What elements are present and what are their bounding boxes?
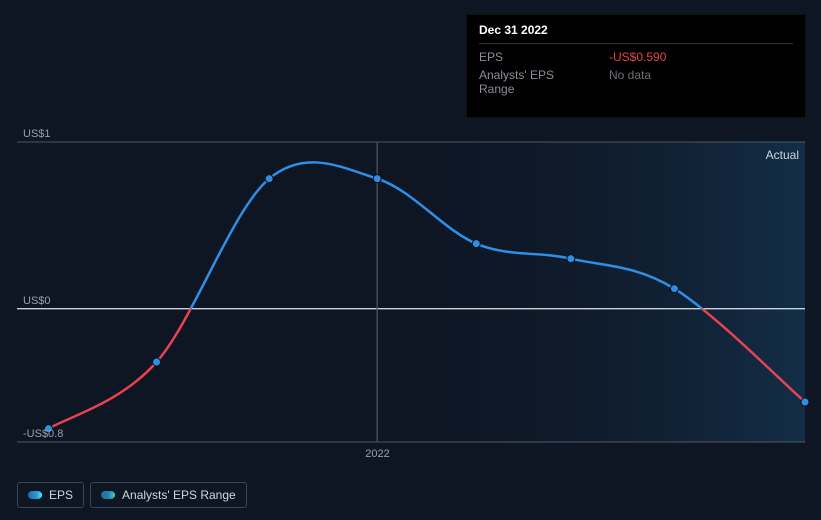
y-tick-label: -US$0.8 — [23, 428, 63, 440]
tooltip-row-label: EPS — [479, 50, 591, 64]
chart-tooltip: Dec 31 2022 EPS -US$0.590 Analysts' EPS Ra… — [466, 14, 806, 118]
y-tick-label: US$0 — [23, 295, 51, 307]
legend-item[interactable]: EPS — [17, 482, 84, 508]
tooltip-date: Dec 31 2022 — [479, 23, 793, 44]
legend-swatch — [101, 491, 115, 499]
tooltip-row-value: -US$0.590 — [609, 50, 666, 64]
eps-chart: Actual US$1 US$0 -US$0.8 2022 Dec 31 2022 … — [0, 0, 821, 520]
tooltip-row: EPS -US$0.590 — [479, 48, 793, 66]
actual-label: Actual — [766, 148, 799, 162]
legend-item[interactable]: Analysts' EPS Range — [90, 482, 247, 508]
chart-legend: EPS Analysts' EPS Range — [17, 482, 247, 508]
legend-label: Analysts' EPS Range — [122, 488, 236, 502]
tooltip-row-label: Analysts' EPS Range — [479, 68, 591, 96]
y-tick-label: US$1 — [23, 128, 51, 140]
x-tick-label: 2022 — [365, 448, 389, 460]
tooltip-row: Analysts' EPS Range No data — [479, 66, 793, 98]
legend-swatch — [28, 491, 42, 499]
legend-label: EPS — [49, 488, 73, 502]
tooltip-row-value: No data — [609, 68, 651, 96]
